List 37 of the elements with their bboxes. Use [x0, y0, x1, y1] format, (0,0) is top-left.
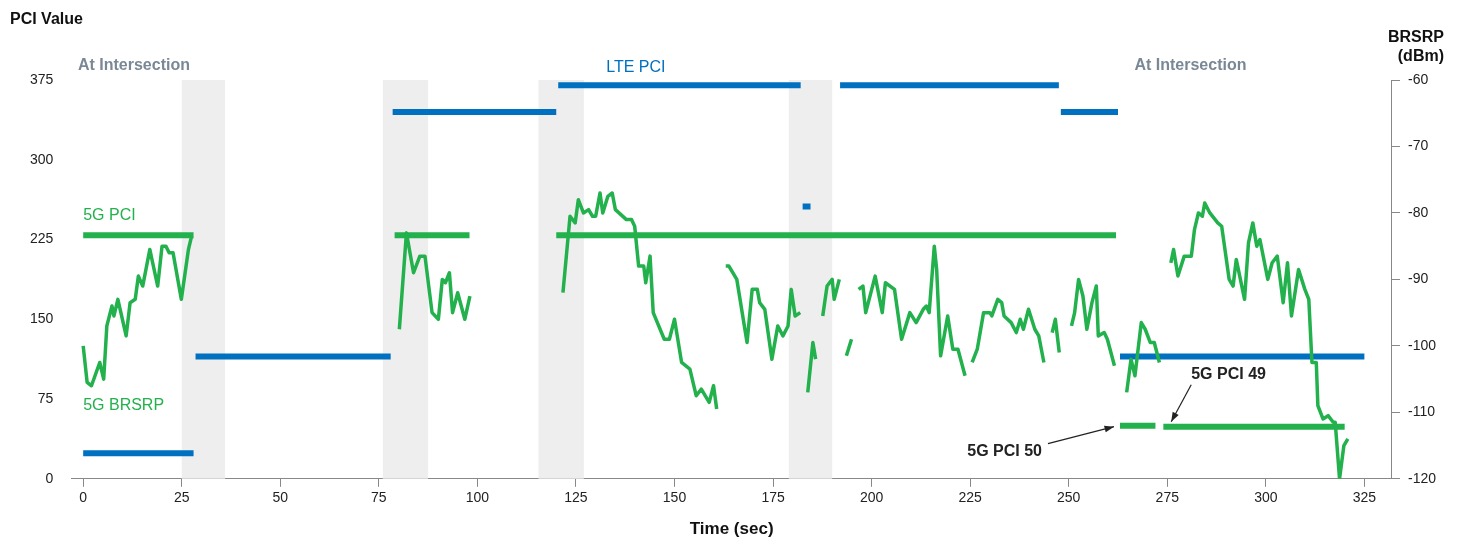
y-tick-label: 375	[30, 70, 54, 87]
annotation: 5G PCI 49	[1191, 365, 1267, 383]
series-label: 5G BRSRP	[83, 396, 165, 414]
x-tick-label: 325	[1352, 489, 1377, 506]
y2-tick-label: -100	[1407, 336, 1437, 353]
y-axis-title: PCI Value	[10, 10, 84, 28]
x-tick-label: 25	[173, 489, 190, 506]
y2-tick-label: -70	[1407, 137, 1429, 154]
series-label: 5G PCI	[83, 205, 136, 223]
y2-tick-label: -80	[1407, 203, 1429, 220]
y2-axis-title: BRSRP (dBm)	[1387, 28, 1445, 65]
y-tick-label: 0	[45, 469, 54, 486]
annotation: 5G PCI 50	[967, 442, 1043, 460]
y2-tick-label: -120	[1407, 469, 1437, 486]
x-tick-label: 300	[1254, 489, 1278, 506]
x-tick-label: 225	[958, 489, 983, 506]
y-tick-label: 75	[37, 389, 54, 406]
text: At Intersection	[1134, 56, 1247, 74]
x-tick-label: 125	[564, 489, 588, 506]
y-tick-label: 300	[30, 150, 54, 167]
x-tick-label: 175	[761, 489, 785, 506]
y2-tick-label: -60	[1407, 70, 1429, 87]
y2-tick-label: -110	[1407, 403, 1436, 420]
x-axis-title: Time (sec)	[689, 519, 774, 539]
y2-tick-label: -90	[1407, 270, 1429, 287]
x-tick-label: 150	[662, 489, 687, 506]
x-tick-label: 75	[371, 489, 387, 506]
y-tick-label: 150	[30, 310, 54, 327]
x-tick-label: 100	[465, 489, 490, 506]
x-tick-label: 50	[272, 489, 289, 506]
x-tick-label: 275	[1155, 489, 1180, 506]
y-tick-label: 225	[30, 230, 54, 247]
series-label: LTE PCI	[606, 57, 666, 75]
x-tick-label: 250	[1057, 489, 1081, 506]
text: At Intersection	[77, 56, 190, 74]
x-tick-label: 200	[859, 489, 884, 506]
x-tick-label: 0	[79, 489, 88, 506]
